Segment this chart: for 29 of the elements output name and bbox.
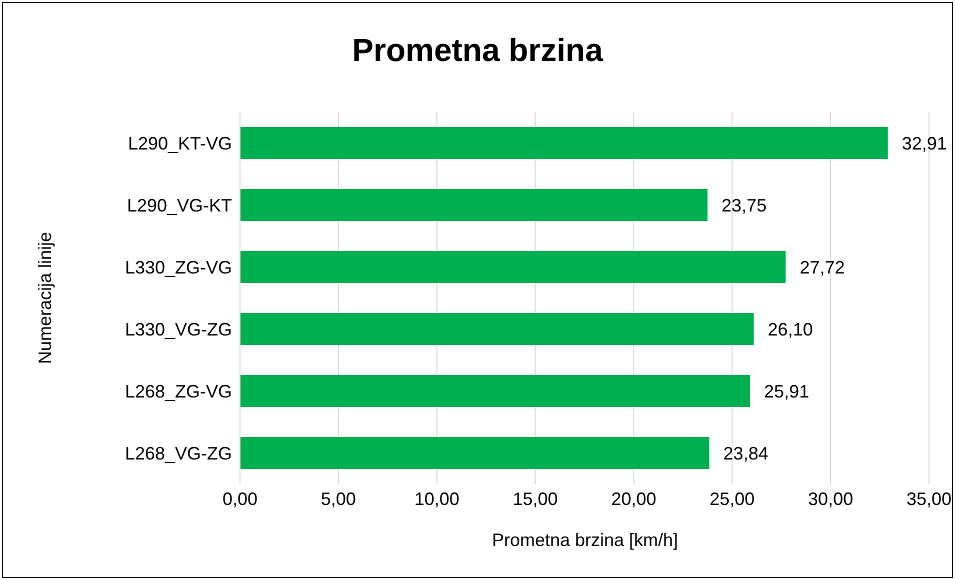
y-tick-label: L330_ZG-VG — [124, 257, 232, 278]
y-tick-label: L268_VG-ZG — [124, 443, 232, 464]
x-tick-label: 30,00 — [808, 488, 854, 509]
bar — [240, 313, 754, 345]
data-label: 23,84 — [723, 443, 768, 464]
x-axis-title: Prometna brzina [km/h] — [490, 530, 680, 551]
data-label: 27,72 — [800, 257, 845, 278]
bar — [240, 251, 786, 283]
data-label: 25,91 — [764, 381, 810, 402]
bar — [240, 437, 710, 469]
bar — [240, 127, 888, 159]
x-tick-label: 15,00 — [512, 488, 558, 509]
y-tick-label: L290_KT-VG — [128, 133, 232, 154]
data-label: 26,10 — [768, 319, 813, 340]
bar — [240, 189, 708, 221]
y-axis-title: Numeracija linije — [35, 230, 55, 366]
x-tick-label: 5,00 — [320, 488, 356, 509]
y-tick-label: L330_VG-ZG — [124, 319, 232, 340]
data-label: 32,91 — [902, 133, 947, 154]
x-tick-label: 10,00 — [414, 488, 460, 509]
x-tick-label: 20,00 — [611, 488, 656, 509]
y-tick-label: L290_VG-KT — [126, 195, 232, 216]
x-tick-label: 35,00 — [906, 488, 952, 509]
chart-title: Prometna brzina — [351, 32, 604, 69]
bar — [240, 375, 750, 407]
x-tick-label: 0,00 — [222, 488, 258, 509]
data-label: 23,75 — [722, 195, 767, 216]
x-tick-label: 25,00 — [710, 488, 755, 509]
y-tick-label: L268_ZG-VG — [124, 381, 232, 402]
